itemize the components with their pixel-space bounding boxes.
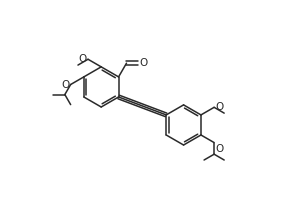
Text: O: O [215, 144, 223, 154]
Text: O: O [140, 58, 148, 68]
Text: O: O [61, 80, 70, 89]
Text: O: O [215, 102, 223, 112]
Text: O: O [79, 54, 87, 64]
